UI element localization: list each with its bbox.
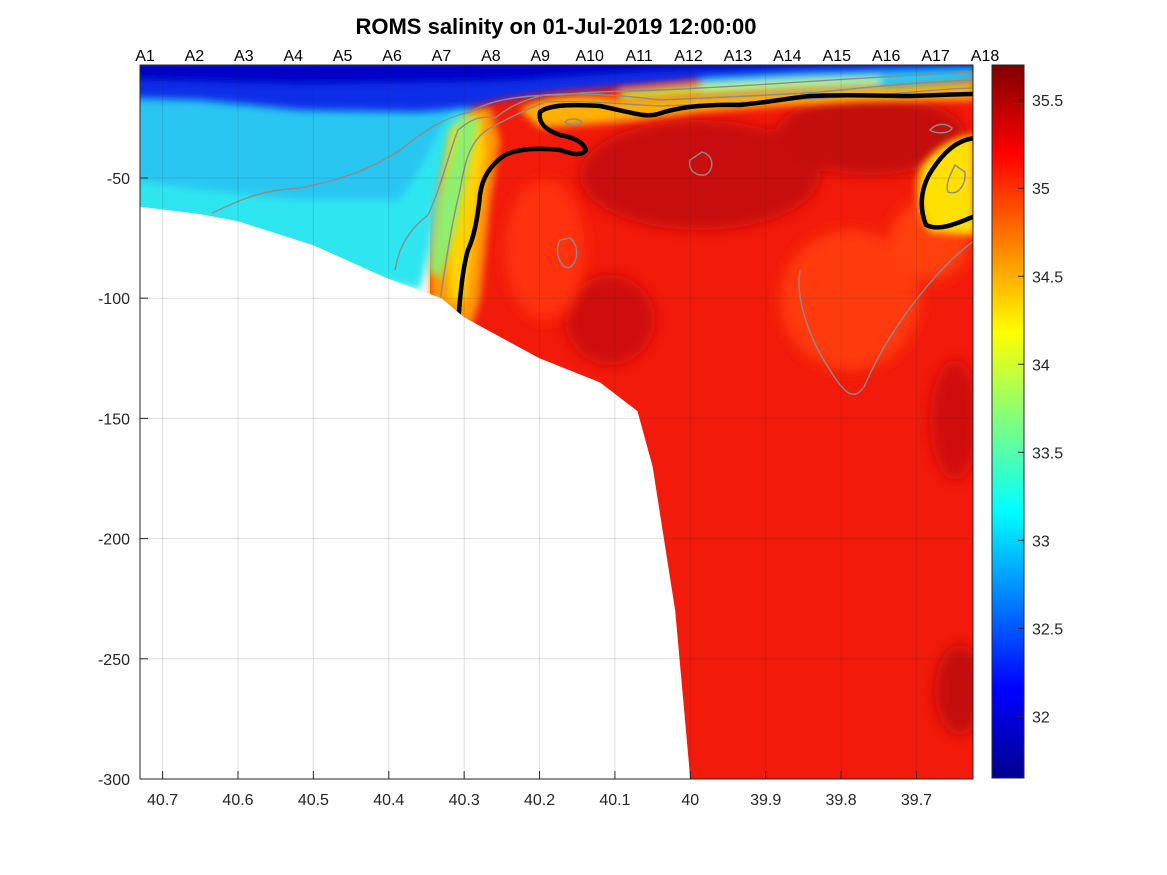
plot-area (140, 65, 973, 779)
thin-contour-line (556, 237, 578, 269)
x-tick-label: 40.6 (222, 792, 253, 809)
station-label: A9 (531, 48, 551, 65)
station-label: A11 (625, 48, 652, 65)
station-label: A6 (382, 48, 402, 65)
station-label: A1 (135, 48, 155, 65)
colorbar-tick-label: 32.5 (1032, 621, 1063, 638)
slope-water-patch (505, 180, 585, 320)
x-axis: 40.7 40.6 40.5 40.4 40.3 40.2 40.1 40 39.9 39.8 39… (147, 771, 932, 809)
colorbar-tick-label: 33.5 (1032, 445, 1063, 462)
shelf-water-region (140, 90, 460, 200)
colorbar-tick-label: 32 (1032, 709, 1050, 726)
station-label: A3 (234, 48, 254, 65)
station-label: A10 (575, 48, 604, 65)
bold-contours (455, 91, 973, 323)
colorbar-tick-label: 35 (1032, 181, 1050, 198)
y-tick-label: -150 (98, 411, 130, 428)
thin-contour-line (564, 118, 583, 126)
x-tick-label: 39.8 (826, 792, 857, 809)
bold-contour-line (919, 136, 973, 230)
colorbar-tick-label: 35.5 (1032, 93, 1063, 110)
x-tick-label: 40 (681, 792, 699, 809)
bathymetry-mask (140, 206, 691, 779)
station-label: A16 (872, 48, 901, 65)
station-label: A17 (921, 48, 950, 65)
y-tick-label: -250 (98, 652, 130, 669)
x-tick-label: 40.1 (599, 792, 630, 809)
subsurface-core-region (565, 275, 655, 365)
colorbar-ticks: 32 32.5 33 33.5 34 34.5 35 35.5 (1018, 93, 1063, 726)
x-tick-label: 40.2 (524, 792, 555, 809)
colorbar-tick-label: 33 (1032, 533, 1050, 550)
station-label: A4 (283, 48, 303, 65)
thin-contour-line (688, 151, 713, 176)
colorbar-tick-label: 34.5 (1032, 269, 1063, 286)
colorbar: 32 32.5 33 33.5 34 34.5 35 35.5 (991, 64, 1063, 779)
y-tick-label: -300 (98, 772, 130, 789)
thin-contour-line (946, 163, 966, 194)
bold-contour-line (455, 91, 973, 323)
station-label: A13 (724, 48, 753, 65)
station-label: A5 (333, 48, 353, 65)
thin-contour-line (929, 123, 953, 134)
x-tick-label: 40.5 (298, 792, 329, 809)
station-label: A15 (823, 48, 852, 65)
x-tick-label: 40.4 (373, 792, 404, 809)
x-tick-label: 39.7 (901, 792, 932, 809)
station-label: A14 (773, 48, 802, 65)
surface-fresh-layer (620, 78, 880, 100)
colorbar-tick-label: 34 (1032, 357, 1050, 374)
frontal-zone-region (917, 135, 973, 235)
station-label: A8 (481, 48, 501, 65)
x-tick-label: 40.3 (449, 792, 480, 809)
y-tick-label: -100 (98, 291, 130, 308)
x-tick-label: 40.7 (147, 792, 178, 809)
x-tick-label: 39.9 (750, 792, 781, 809)
y-tick-label: -200 (98, 532, 130, 549)
station-labels: A1 A2 A3 A4 A5 A6 A7 A8 A9 A10 A11 A12 A13 A14 A15 A16 A… (135, 48, 999, 65)
colorbar-scale (991, 64, 1025, 779)
station-label: A7 (432, 48, 452, 65)
thin-contour-line (394, 79, 973, 271)
surface-fresh-layer (140, 65, 973, 85)
subsurface-core-region (775, 95, 965, 175)
station-label: A12 (674, 48, 703, 65)
thin-contour-line (211, 71, 973, 214)
plot-frame (139, 64, 974, 780)
chart-title: ROMS salinity on 01-Jul-2019 12:00:00 (355, 14, 756, 39)
subsurface-core-region (930, 360, 973, 480)
station-label: A2 (185, 48, 205, 65)
grid (140, 65, 973, 779)
y-axis: -50 -100 -150 -200 -250 -300 (98, 171, 148, 789)
salinity-field (140, 65, 973, 779)
slope-water-patch (780, 230, 920, 370)
station-label: A18 (971, 48, 1000, 65)
subsurface-core-region (935, 645, 973, 735)
y-tick-label: -50 (107, 171, 130, 188)
thin-contour-line (798, 240, 973, 395)
